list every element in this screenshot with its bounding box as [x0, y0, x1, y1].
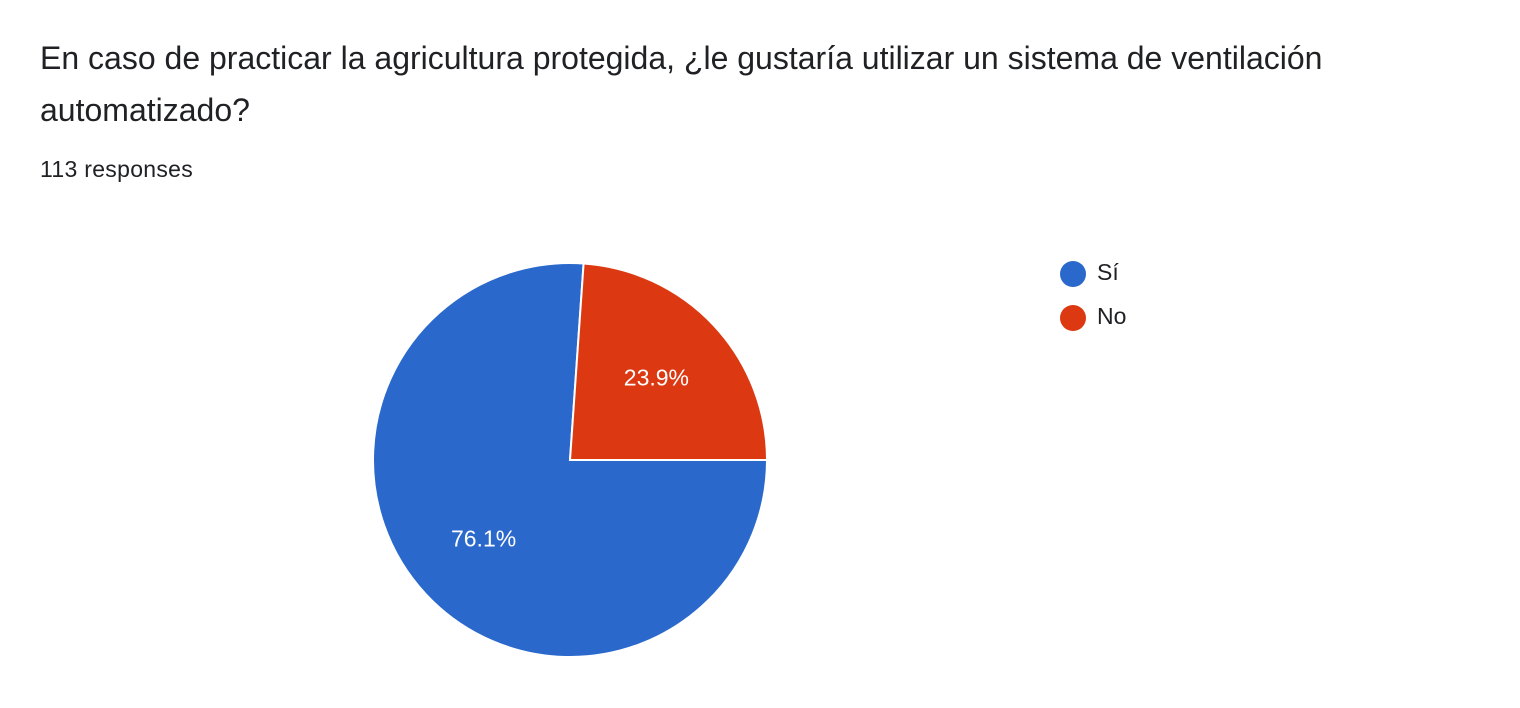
slice-percent-label-1: 76.1% — [451, 526, 516, 552]
chart-legend: Sí No — [1060, 259, 1126, 331]
slice-percent-label-2: 23.9% — [624, 364, 689, 390]
legend-swatch-1 — [1060, 261, 1086, 287]
legend-label-1: Sí — [1097, 259, 1119, 285]
pie-slice-labels: 76.1% 23.9% — [451, 364, 689, 551]
legend-label-2: No — [1097, 303, 1126, 329]
pie-slices — [372, 262, 769, 658]
question-title: En caso de practicar la agricultura prot… — [40, 40, 1323, 128]
pie-slice-1[interactable] — [372, 262, 769, 658]
pie-slice-2[interactable] — [568, 262, 769, 461]
response-count: 113 responses — [40, 156, 194, 182]
legend-swatch-2 — [1060, 305, 1086, 331]
